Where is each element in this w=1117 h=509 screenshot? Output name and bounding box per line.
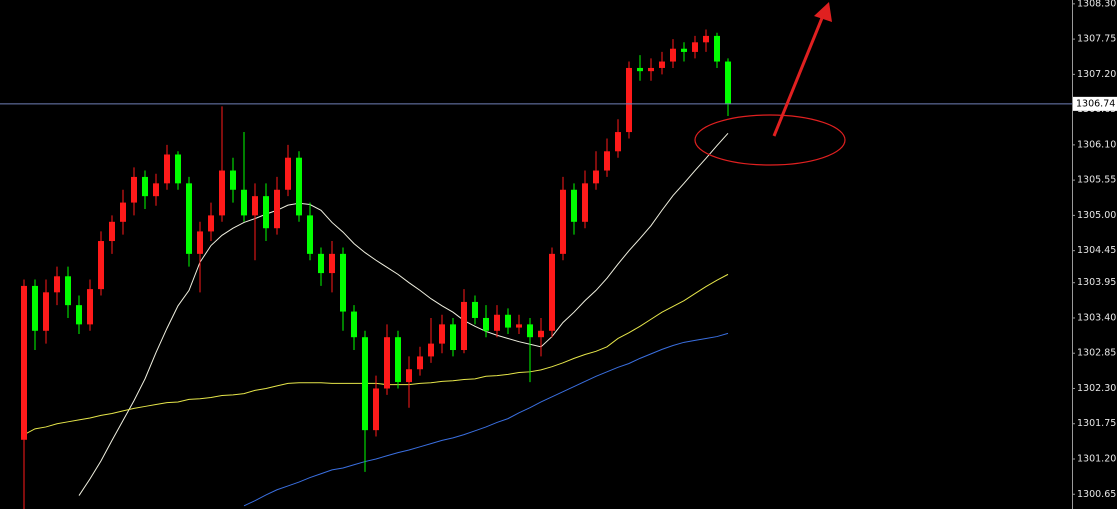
candle-body xyxy=(384,337,390,389)
candle-body xyxy=(43,292,49,331)
y-tick-label: 1306.10 xyxy=(1077,139,1116,150)
candle-body xyxy=(516,324,522,328)
candle-body xyxy=(703,35,709,43)
candle-body xyxy=(252,196,258,216)
candle-body xyxy=(329,253,335,274)
candle-body xyxy=(186,183,192,254)
candle-body xyxy=(648,67,654,72)
candle-body xyxy=(571,189,577,222)
arrow-head xyxy=(814,2,832,22)
arrow-shaft xyxy=(772,17,824,137)
candle-body xyxy=(373,388,379,431)
y-tick-label: 1303.40 xyxy=(1077,312,1116,323)
candle-body xyxy=(692,42,698,52)
candle-body xyxy=(461,301,467,351)
candle-body xyxy=(637,67,643,72)
last-price-box xyxy=(1073,96,1117,111)
y-tick-label: 1303.95 xyxy=(1077,277,1116,288)
candle-body xyxy=(318,253,324,274)
candle-body xyxy=(714,35,720,62)
candle-body xyxy=(65,276,71,306)
candle-body xyxy=(142,176,148,197)
candle-body xyxy=(626,67,632,133)
candle-body xyxy=(725,61,731,104)
candle-body xyxy=(307,215,313,254)
candle-body xyxy=(615,132,621,152)
moving-average-line xyxy=(78,133,729,496)
candle-body xyxy=(296,157,302,216)
candle-body xyxy=(109,221,115,242)
y-tick-label: 1302.85 xyxy=(1077,348,1116,359)
candle-body xyxy=(274,189,280,229)
candle-body xyxy=(153,183,159,197)
plot-area xyxy=(0,29,1072,509)
candle-body xyxy=(549,253,555,331)
candle-body xyxy=(241,189,247,216)
candle-body xyxy=(175,154,181,184)
candle-body xyxy=(560,189,566,254)
candle-body xyxy=(450,324,456,351)
y-tick-label: 1302.30 xyxy=(1077,383,1116,394)
candle-body xyxy=(351,311,357,338)
moving-average-line xyxy=(243,332,729,507)
candle-body xyxy=(681,48,687,52)
candle-body xyxy=(54,276,60,293)
candle-body xyxy=(472,301,478,318)
candle-body xyxy=(285,157,291,190)
candle-body xyxy=(131,176,137,203)
candle-body xyxy=(21,285,27,440)
candle-body xyxy=(395,337,401,383)
y-tick-label: 1307.75 xyxy=(1077,34,1116,45)
y-tick-label: 1301.75 xyxy=(1077,418,1116,429)
candle-body xyxy=(164,154,170,184)
candle-body xyxy=(98,241,104,290)
y-tick-label: 1305.00 xyxy=(1077,210,1116,221)
candle-body xyxy=(582,183,588,222)
candle-body xyxy=(505,314,511,328)
candle-body xyxy=(230,170,236,190)
candle-body xyxy=(670,48,676,62)
candle-body xyxy=(263,196,269,229)
y-tick-label: 1300.65 xyxy=(1077,489,1116,500)
candle-body xyxy=(362,337,368,431)
candle-body xyxy=(659,61,665,68)
candle-body xyxy=(593,170,599,184)
y-tick-label: 1308.30 xyxy=(1077,0,1116,9)
highlight-ellipse xyxy=(694,114,846,166)
candle-body xyxy=(604,151,610,171)
candle-body xyxy=(76,305,82,325)
y-tick-label: 1307.20 xyxy=(1077,69,1116,80)
last-price-label: 1306.74 xyxy=(1076,98,1115,109)
candle-body xyxy=(439,324,445,344)
candle-body xyxy=(340,253,346,312)
candle-body xyxy=(87,289,93,325)
candle-body xyxy=(494,314,500,331)
y-tick-label: 1301.20 xyxy=(1077,453,1116,464)
candle-body xyxy=(483,317,489,331)
y-tick-label: 1305.55 xyxy=(1077,175,1116,186)
candle-body xyxy=(406,369,412,383)
price-axis: 1308.301307.751307.201306.651306.101305.… xyxy=(1072,0,1117,500)
candle-body xyxy=(219,170,225,216)
candle-body xyxy=(527,324,533,338)
candle-body xyxy=(428,343,434,357)
candle-body xyxy=(417,356,423,370)
y-tick-label: 1304.45 xyxy=(1077,245,1116,256)
candle-body xyxy=(120,202,126,222)
candle-body xyxy=(538,330,544,338)
candle-body xyxy=(197,231,203,254)
candle-body xyxy=(208,215,214,232)
candle-body xyxy=(32,285,38,331)
